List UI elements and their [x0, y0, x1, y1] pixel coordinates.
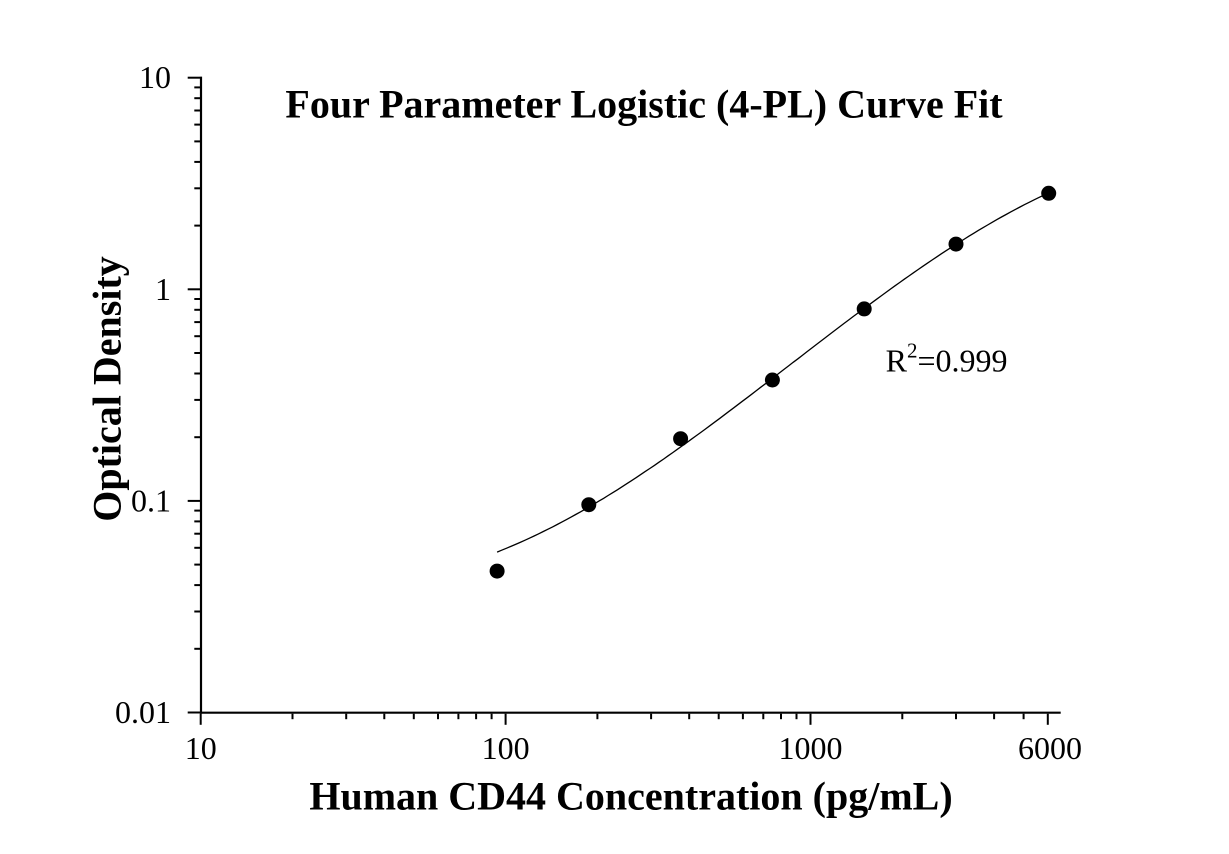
- svg-text:1000: 1000: [779, 730, 843, 766]
- svg-text:1: 1: [155, 271, 171, 307]
- svg-text:R2=0.999: R2=0.999: [886, 339, 1008, 379]
- svg-text:Four Parameter Logistic (4-PL): Four Parameter Logistic (4-PL) Curve Fit: [285, 82, 1003, 127]
- svg-text:100: 100: [482, 730, 530, 766]
- svg-text:Optical Density: Optical Density: [84, 256, 129, 522]
- svg-text:10: 10: [185, 730, 217, 766]
- svg-text:6000: 6000: [1018, 730, 1082, 766]
- svg-text:Human CD44 Concentration (pg/m: Human CD44 Concentration (pg/mL): [309, 774, 952, 819]
- svg-text:10: 10: [139, 59, 171, 95]
- svg-text:0.1: 0.1: [131, 482, 171, 518]
- svg-text:0.01: 0.01: [115, 694, 171, 730]
